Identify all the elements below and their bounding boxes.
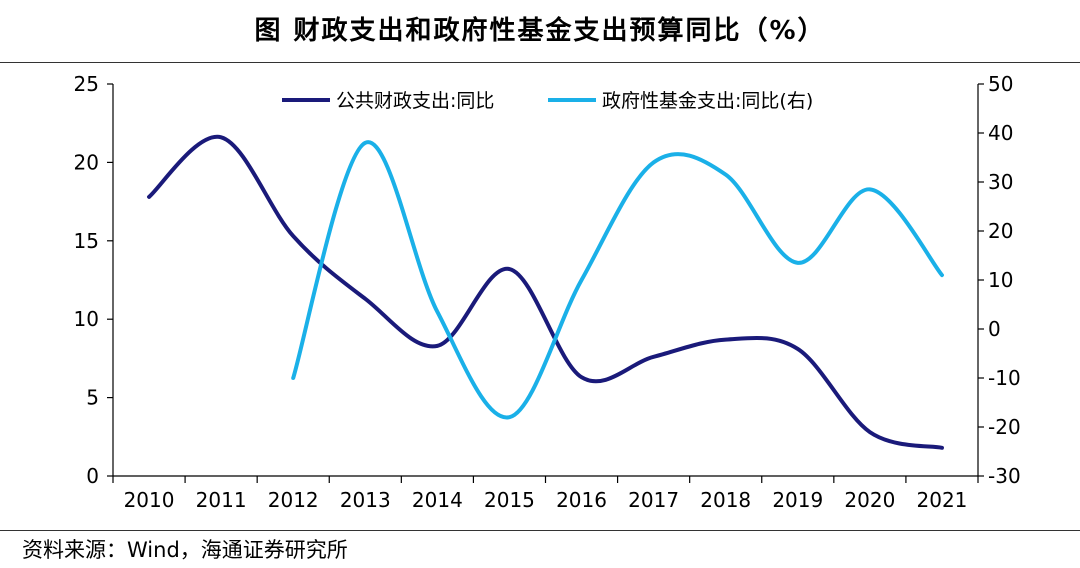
left-tick-label: 0 xyxy=(86,464,99,488)
right-tick-label: 10 xyxy=(988,268,1013,292)
x-tick-label: 2021 xyxy=(917,488,968,512)
chart-title: 图 财政支出和政府性基金支出预算同比（%） xyxy=(254,16,826,46)
right-tick-label: 30 xyxy=(988,170,1013,194)
x-tick-label: 2018 xyxy=(700,488,751,512)
x-tick-label: 2013 xyxy=(340,488,391,512)
x-tick-label: 2010 xyxy=(124,488,175,512)
legend-label-2: 政府性基金支出:同比(右) xyxy=(602,90,813,112)
right-tick-label: -30 xyxy=(988,464,1021,488)
right-tick-label: -10 xyxy=(988,366,1021,390)
right-tick-label: 50 xyxy=(988,72,1013,96)
left-tick-label: 15 xyxy=(74,229,99,253)
left-tick-label: 25 xyxy=(74,72,99,96)
x-tick-label: 2019 xyxy=(772,488,823,512)
left-tick-label: 20 xyxy=(74,150,99,174)
title-divider xyxy=(0,62,1080,63)
source-note: 资料来源：Wind，海通证券研究所 xyxy=(22,538,348,562)
right-tick-label: 40 xyxy=(988,121,1013,145)
left-tick-label: 10 xyxy=(74,307,99,331)
x-tick-label: 2011 xyxy=(196,488,247,512)
x-tick-label: 2015 xyxy=(484,488,535,512)
axes-group: 0 5 10 15 20 25 -30 -20 -10 0 10 20 30 40 50 2010 2011 20… xyxy=(74,72,1021,512)
legend-label-1: 公共财政支出:同比 xyxy=(336,90,494,112)
right-tick-label: -20 xyxy=(988,415,1021,439)
left-tick-label: 5 xyxy=(86,386,99,410)
x-tick-label: 2017 xyxy=(628,488,679,512)
right-tick-label: 0 xyxy=(988,317,1001,341)
x-tick-label: 2014 xyxy=(412,488,463,512)
series-line-1 xyxy=(147,135,944,450)
x-tick-label: 2012 xyxy=(268,488,319,512)
legend: 公共财政支出:同比 政府性基金支出:同比(右) xyxy=(282,90,813,112)
right-tick-label: 20 xyxy=(988,219,1013,243)
x-tick-label: 2016 xyxy=(556,488,607,512)
series-lines xyxy=(147,135,944,450)
series-line-2 xyxy=(291,140,944,420)
footer-divider xyxy=(0,530,1080,531)
x-tick-label: 2020 xyxy=(844,488,895,512)
